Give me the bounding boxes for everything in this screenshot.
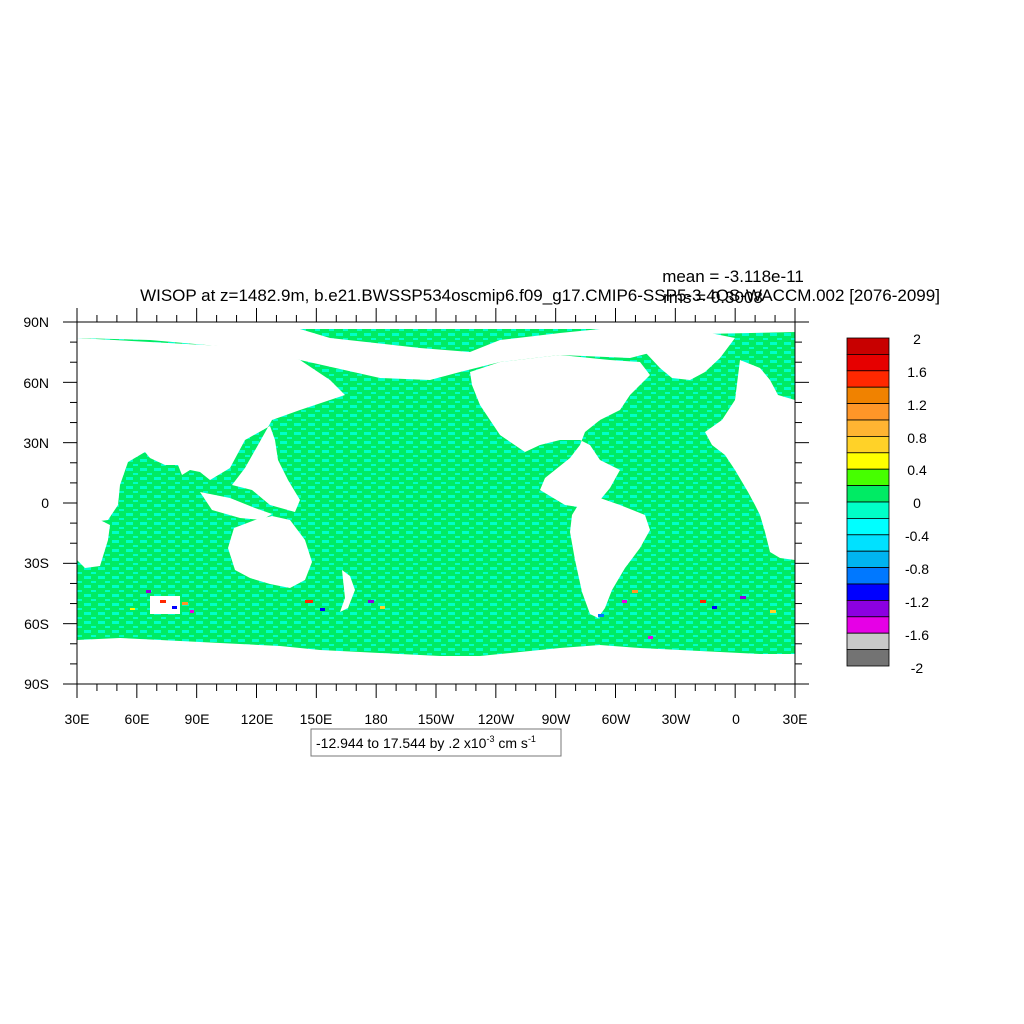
colorbar-swatch xyxy=(846,353,890,372)
y-tick-label: 60N xyxy=(23,375,49,391)
colorbar-label: 0.8 xyxy=(907,430,927,446)
colorbar-label: 1.2 xyxy=(907,397,927,413)
colorbar-swatch xyxy=(846,452,890,470)
colorbar-label: -1.6 xyxy=(905,627,929,643)
x-tick-label: 60W xyxy=(602,711,632,727)
colorbar-label: -1.2 xyxy=(905,594,929,610)
land-indonesia xyxy=(200,492,272,520)
y-tick-label: 90S xyxy=(24,676,49,692)
colorbar-swatch xyxy=(846,534,890,552)
colorbar-swatch xyxy=(846,632,890,651)
y-tick-label: 90N xyxy=(23,314,49,330)
colorbar-label: 0.4 xyxy=(907,462,927,478)
y-tick-labels: 90N 60N 30N 0 30S 60S 90S xyxy=(23,314,49,692)
mean-stat: mean = -3.118e-11 xyxy=(662,267,804,286)
colorbar-swatch xyxy=(846,649,890,667)
land-north-america xyxy=(470,355,650,508)
axis-ticks xyxy=(63,308,809,698)
x-tick-label: 120W xyxy=(478,711,515,727)
range-unit-exponent: -1 xyxy=(528,734,536,744)
colorbar-swatch xyxy=(846,485,890,503)
land-masses xyxy=(77,322,795,684)
colorbar-swatch xyxy=(846,337,890,355)
colorbar-label: 0 xyxy=(913,495,921,511)
y-tick-label: 60S xyxy=(24,616,49,632)
land-antarctica xyxy=(77,638,795,684)
x-tick-label: 150W xyxy=(418,711,455,727)
colorbar-label: -0.8 xyxy=(905,561,929,577)
x-tick-label: 120E xyxy=(241,711,274,727)
y-tick-label: 30S xyxy=(24,555,49,571)
x-tick-label: 0 xyxy=(732,711,740,727)
x-tick-label: 30E xyxy=(65,711,90,727)
colorbar-swatch xyxy=(846,567,890,585)
range-text: -12.944 to 17.544 by .2 x10 xyxy=(316,735,487,751)
southern-ocean-anomalies xyxy=(130,590,776,639)
y-tick-label: 30N xyxy=(23,435,49,451)
colorbar-labels: 2 1.6 1.2 0.8 0.4 0 -0.4 -0.8 -1.2 -1.6 … xyxy=(905,331,929,676)
colorbar-swatch xyxy=(846,616,890,634)
svg-text:-12.944 to 17.544 by .2 x10-3: -12.944 to 17.544 by .2 x10-3 cm s-1 xyxy=(316,734,536,751)
colorbar-label: 1.6 xyxy=(907,364,927,380)
x-tick-label: 90W xyxy=(542,711,572,727)
y-tick-label: 0 xyxy=(41,495,49,511)
land-africa-east xyxy=(77,400,110,568)
range-annotation: -12.944 to 17.544 by .2 x10-3 cm s-1 xyxy=(310,728,562,757)
land-greenland xyxy=(640,332,735,380)
colorbar-label: -0.4 xyxy=(905,528,929,544)
x-tick-label: 30W xyxy=(662,711,692,727)
colorbar-swatch xyxy=(846,468,890,487)
land-europe-africa xyxy=(705,360,795,560)
colorbar-swatch xyxy=(846,518,890,536)
colorbar-swatch xyxy=(846,501,890,519)
colorbar-swatch xyxy=(846,386,890,405)
colorbar-swatch xyxy=(846,600,890,618)
x-tick-label: 90E xyxy=(185,711,210,727)
land-asia xyxy=(77,338,345,545)
x-tick-label: 180 xyxy=(364,711,388,727)
x-tick-labels: 30E 60E 90E 120E 150E 180 150W 120W 90W … xyxy=(65,711,808,727)
colorbar-swatch xyxy=(846,419,890,437)
colorbar-swatch xyxy=(846,550,890,569)
colorbar-swatch xyxy=(846,403,890,421)
colorbar-swatch xyxy=(846,583,890,601)
range-unit: cm s xyxy=(494,735,527,751)
colorbar-label: 2 xyxy=(913,331,921,347)
colorbar-label: -2 xyxy=(911,660,924,676)
plot-area xyxy=(77,322,795,684)
colorbar-swatch xyxy=(846,435,890,454)
rms-stat: rms = 0.3008 xyxy=(663,288,763,307)
map-title: WISOP at z=1482.9m, b.e21.BWSSP534oscmip… xyxy=(140,286,940,305)
land-south-america xyxy=(570,498,650,618)
land-new-zealand xyxy=(340,570,355,612)
x-tick-label: 30E xyxy=(783,711,808,727)
land-australia xyxy=(228,516,312,588)
range-exponent: -3 xyxy=(486,734,494,744)
colorbar-swatch xyxy=(846,370,890,388)
colorbar xyxy=(846,337,890,667)
x-tick-label: 150E xyxy=(300,711,333,727)
land-north-rim xyxy=(77,322,795,329)
land-siberia xyxy=(77,329,795,380)
x-tick-label: 60E xyxy=(125,711,150,727)
range-box xyxy=(310,728,562,757)
